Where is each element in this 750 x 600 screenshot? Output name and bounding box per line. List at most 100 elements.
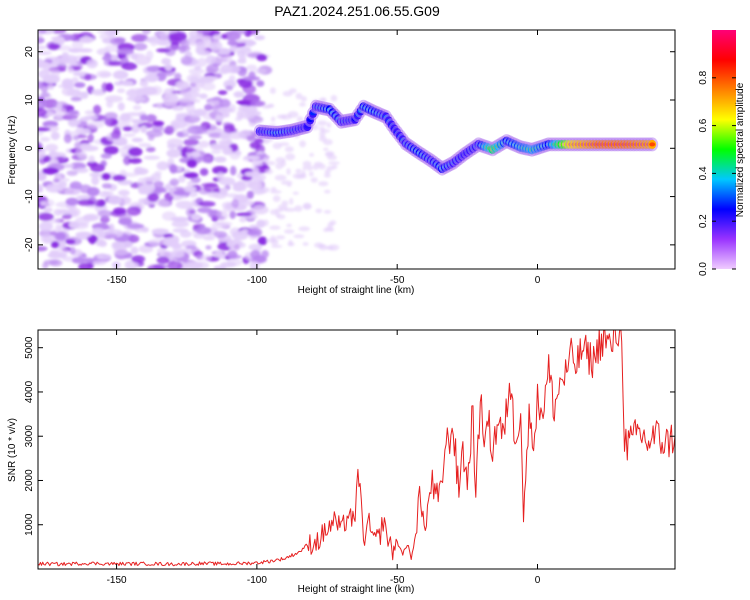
spectrogram-noise-cell [317,120,328,126]
spectrogram-noise-cell [46,84,55,90]
spectrogram-noise-cell [126,223,145,229]
spectrogram-noise-cell [152,120,165,127]
spectrogram-noise-cell [71,40,84,50]
spectrogram-noise-cell [244,111,256,120]
spectrogram-noise-cell [156,103,163,109]
spectrogram-noise-cell [40,234,55,243]
spectrogram-noise-cell [191,98,201,103]
spectrogram-noise-cell [212,166,228,175]
spectrogram-noise-cell [53,36,65,46]
spectrogram-noise-cell [230,165,237,176]
spectrogram-noise-cell [314,161,323,166]
spectrogram-noise-cell [242,76,261,81]
spectrogram-chart: -150 -100 -50 0 20 10 0 -10 -20 Height of strai… [7,29,676,296]
spectrogram-noise-cell [223,124,236,134]
spectrogram-noise-cell [86,121,105,129]
spectrogram-noise-cell [236,109,244,120]
spectrogram-noise-cell [93,104,102,115]
spectrogram-noise-cell [38,169,44,175]
spectrogram-noise-cell [61,87,75,97]
spectrogram-noise-cell [219,187,228,196]
spectrogram-noise-cell [256,80,265,87]
spectrogram-noise-cell [226,193,239,198]
spectrogram-noise-cell [227,131,246,140]
spectrogram-noise-cell [178,175,186,183]
spectrogram-noise-cell [103,145,119,155]
spectrogram-noise-cell [145,114,157,123]
spectrogram-noise-cell [295,93,303,100]
spectrogram-noise-cell [292,191,299,195]
spectrogram-noise-cell [247,229,260,236]
spectrogram-noise-cell [329,220,337,226]
spectrogram-noise-cell [201,82,216,91]
x-tick-label: -100 [247,575,267,586]
spectrogram-noise-cell [251,205,269,215]
spectrogram-signal-track [253,99,659,176]
spectrogram-noise-cell [251,161,264,167]
spectrogram-noise-cell [248,243,263,251]
spectrogram-noise-cell [77,48,93,53]
spectrogram-noise-cell [38,61,50,69]
spectrogram-noise-cell [119,146,129,155]
spectrogram-noise-cell [53,231,70,242]
spectrogram-noise-cell [171,105,185,111]
spectrogram-noise-cell [71,257,86,264]
spectrogram-x-axis-label: Height of straight line (km) [298,285,415,296]
spectrogram-marks [38,30,659,269]
spectrogram-noise-cell [261,250,269,258]
spectrogram-noise-cell [53,178,60,183]
spectrogram-noise-cell [222,205,235,213]
spectrogram-noise-cell [108,195,122,205]
spectrogram-noise-cell [187,180,194,187]
spectrogram-noise-cell [272,195,281,203]
spectrogram-noise-cell [254,35,265,41]
spectrogram-noise-cell [75,148,85,155]
spectrogram-noise-cell [186,159,198,168]
spectrogram-noise-cell [147,238,166,247]
spectrogram-noise-cell [233,91,245,98]
spectrogram-noise-cell [117,102,125,111]
spectrogram-noise-cell [326,122,332,128]
spectrogram-noise-cell [92,227,105,234]
spectrogram-noise-cell [330,95,338,102]
spectrogram-noise-cell [90,163,105,173]
spectrogram-noise-cell [53,208,63,216]
spectrogram-noise-cell [236,100,250,105]
spectrogram-noise-cell [75,91,83,97]
spectrogram-noise-cell [43,199,55,207]
spectrogram-noise-cell [138,143,152,148]
spectrogram-noise-cell [275,235,286,240]
spectrogram-noise-cell [237,105,250,112]
y-tick-label: 1000 [24,513,35,536]
spectrogram-noise-cell [183,115,201,123]
spectrogram-noise-cell [164,63,173,72]
spectrogram-noise-cell [195,40,206,50]
spectrogram-noise-cell [223,54,233,64]
spectrogram-noise-cell [127,95,146,103]
spectrogram-noise-cell [280,180,293,185]
spectrogram-noise-cell [201,182,218,188]
spectrogram-noise-cell [205,245,212,250]
spectrogram-noise-cell [323,147,329,151]
spectrogram-noise-cell [262,158,270,162]
spectrogram-noise-cell [239,216,247,223]
spectrogram-noise-cell [225,85,234,91]
spectrogram-noise-cell [246,190,254,199]
spectrogram-noise-cell [139,114,148,122]
spectrogram-noise-cell [243,155,261,160]
spectrogram-noise-cell [227,39,238,46]
spectrogram-noise-cell [201,75,218,81]
spectrogram-noise-cell [57,241,67,249]
spectrogram-noise-cell [101,82,109,93]
spectrogram-noise-cell [254,68,267,74]
spectrogram-noise-cell [217,90,228,95]
spectrogram-noise-cell [197,57,208,67]
colorbar-tick-label: 0.4 [698,166,709,180]
spectrogram-noise-cell [79,128,91,134]
spectrogram-noise-cell [122,126,133,132]
spectrogram-noise-cell [156,161,169,171]
spectrogram-noise-cell [219,98,231,109]
spectrogram-noise-cell [126,206,142,216]
spectrogram-noise-cell [150,38,158,47]
spectrogram-noise-cell [114,81,124,86]
